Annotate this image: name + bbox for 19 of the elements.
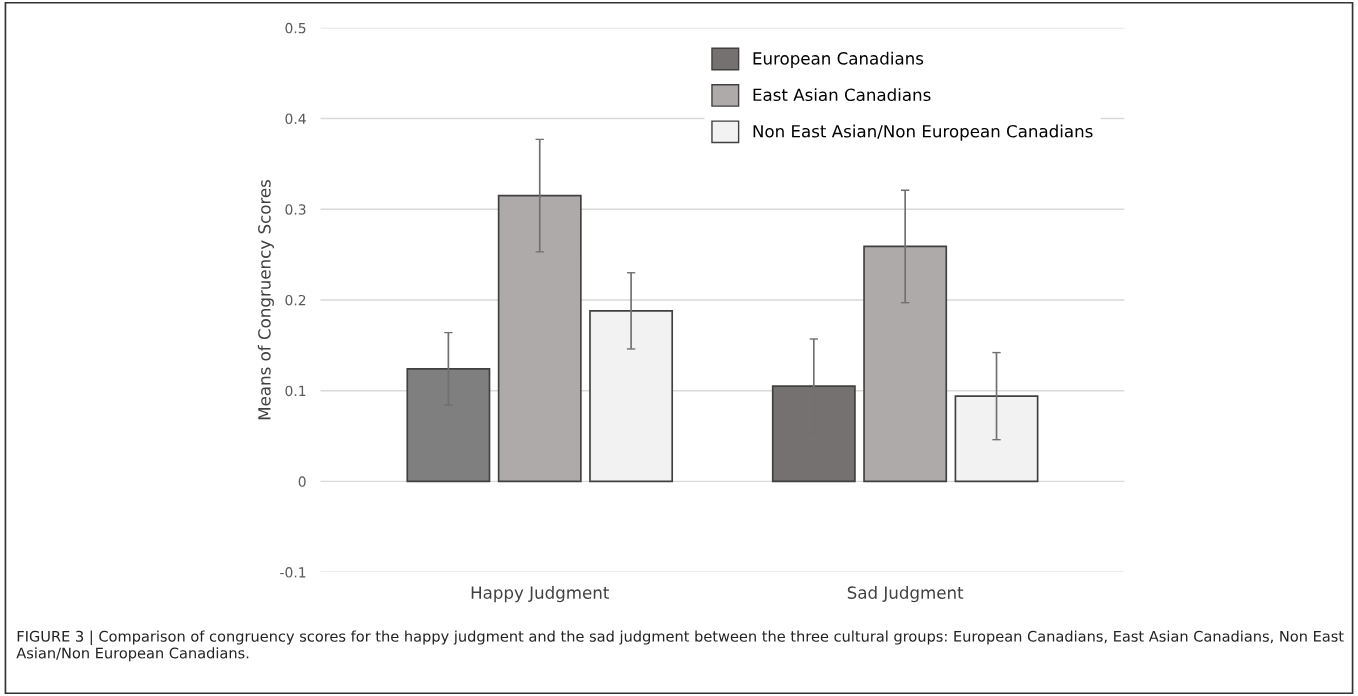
y-tick-label: 0.5 bbox=[285, 22, 306, 34]
y-tick-label: 0.3 bbox=[285, 204, 306, 215]
caption: FIGURE 3 | Comparison of congruency scores for the happy judgment and the sad judgment between the three cultural groups: European Canadians, East Asian Canadians, Non East Asian/Non European Canadians. bbox=[16, 630, 1344, 662]
bar bbox=[589, 310, 674, 483]
x-tick-label: Happy Judgment bbox=[471, 586, 609, 603]
y-tick-label: -0.1 bbox=[280, 567, 306, 578]
y-tick-label: 0.1 bbox=[285, 385, 306, 397]
bar bbox=[954, 395, 1039, 483]
legend-label: Non East Asian/Non European Canadians bbox=[753, 124, 1093, 141]
bar bbox=[406, 368, 491, 483]
bar bbox=[863, 245, 948, 483]
legend-label: European Canadians bbox=[753, 51, 924, 68]
bar bbox=[497, 194, 582, 483]
y-tick-label: 0.2 bbox=[285, 294, 306, 306]
legend-label: East Asian Canadians bbox=[753, 88, 931, 102]
x-tick-label: Sad Judgment bbox=[847, 586, 964, 603]
y-tick-label: 0 bbox=[298, 476, 306, 487]
y-tick-label: 0.4 bbox=[285, 113, 306, 125]
y-axis-title: Means of Congruency Scores bbox=[257, 179, 274, 420]
